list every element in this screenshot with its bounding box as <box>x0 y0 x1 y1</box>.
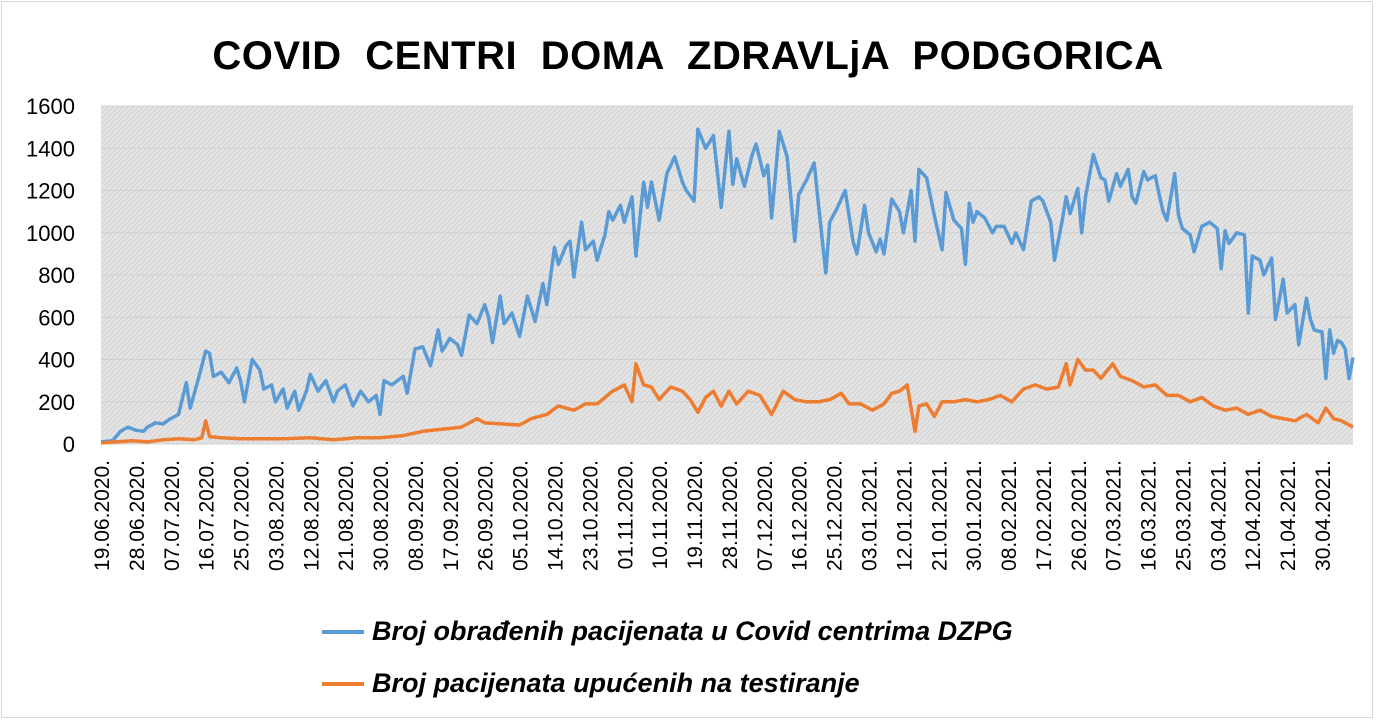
x-tick-label: 14.10.2020. <box>545 460 568 571</box>
x-tick-label: 17.09.2020. <box>440 460 463 571</box>
x-tick-label: 12.08.2020. <box>300 460 323 571</box>
x-tick-label: 21.08.2020. <box>335 460 358 571</box>
x-tick-label: 23.10.2020. <box>579 460 602 571</box>
gridlines <box>101 105 1353 445</box>
series-line-processed-patients <box>100 127 1355 444</box>
x-tick-label: 07.07.2020. <box>161 460 184 571</box>
y-tick-label: 1600 <box>26 94 75 119</box>
x-tick-label: 10.11.2020. <box>649 460 672 569</box>
y-tick-label: 600 <box>38 305 75 330</box>
x-tick-label: 03.08.2020. <box>265 460 288 571</box>
x-tick-label: 30.01.2021. <box>963 460 986 571</box>
x-tick-label: 25.03.2021. <box>1172 460 1195 571</box>
x-axis-tick-labels: 19.06.2020. 28.06.2020. 07.07.2020. 16.07.2… <box>91 460 1335 571</box>
x-tick-label: 12.04.2021. <box>1242 460 1265 571</box>
x-tick-label: 16.07.2020. <box>196 460 219 571</box>
y-tick-label: 200 <box>38 390 75 415</box>
x-tick-label: 08.02.2021. <box>998 460 1021 571</box>
x-tick-label: 21.04.2021. <box>1277 460 1300 571</box>
series-lines <box>100 127 1355 445</box>
chart-title: COVID CENTRI DOMA ZDRAVLjA PODGORICA <box>212 34 1164 78</box>
y-tick-label: 400 <box>38 348 75 373</box>
x-tick-label: 16.12.2020. <box>789 460 812 571</box>
x-tick-label: 30.08.2020. <box>370 460 393 571</box>
y-tick-label: 800 <box>38 263 75 288</box>
x-tick-label: 25.12.2020. <box>824 460 847 571</box>
x-tick-label: 16.03.2021. <box>1138 460 1161 571</box>
x-tick-label: 08.09.2020. <box>405 460 428 571</box>
legend-label: Broj pacijenata upućenih na testiranje <box>372 668 860 698</box>
legend-swatch <box>322 629 364 634</box>
x-tick-label: 07.12.2020. <box>754 460 777 571</box>
y-tick-label: 1000 <box>26 221 75 246</box>
x-tick-label: 26.02.2021. <box>1068 460 1091 571</box>
x-tick-label: 19.11.2020. <box>684 460 707 569</box>
x-tick-label: 12.01.2021. <box>893 460 916 571</box>
x-tick-label: 21.01.2021. <box>928 460 951 571</box>
x-tick-label: 03.04.2021. <box>1207 460 1230 571</box>
x-tick-label: 30.04.2021. <box>1312 460 1335 571</box>
legend-entry-processed-patients: Broj obrađenih pacijenata u Covid centri… <box>322 616 1013 647</box>
x-tick-label: 26.09.2020. <box>475 460 498 571</box>
x-tick-label: 19.06.2020. <box>91 460 114 571</box>
x-tick-label: 28.06.2020. <box>126 460 149 571</box>
legend-label: Broj obrađenih pacijenata u Covid centri… <box>372 616 1013 646</box>
x-tick-label: 07.03.2021. <box>1103 460 1126 571</box>
x-tick-label: 28.11.2020. <box>719 460 742 569</box>
x-tick-label: 03.01.2021. <box>858 460 881 571</box>
y-axis-tick-labels: 0 200 400 600 800 1000 1200 1400 1600 <box>26 94 75 457</box>
legend-entry-referred-testing: Broj pacijenata upućenih na testiranje <box>322 668 860 699</box>
y-tick-label: 1200 <box>26 179 75 204</box>
legend-swatch <box>322 681 364 686</box>
x-tick-label: 05.10.2020. <box>510 460 533 571</box>
x-tick-label: 01.11.2020. <box>614 460 637 569</box>
y-tick-label: 1400 <box>26 136 75 161</box>
x-tick-label: 17.02.2021. <box>1033 460 1056 571</box>
x-tick-label: 25.07.2020. <box>231 460 254 571</box>
series-line-referred-testing <box>100 357 1354 445</box>
y-tick-label: 0 <box>63 432 75 457</box>
